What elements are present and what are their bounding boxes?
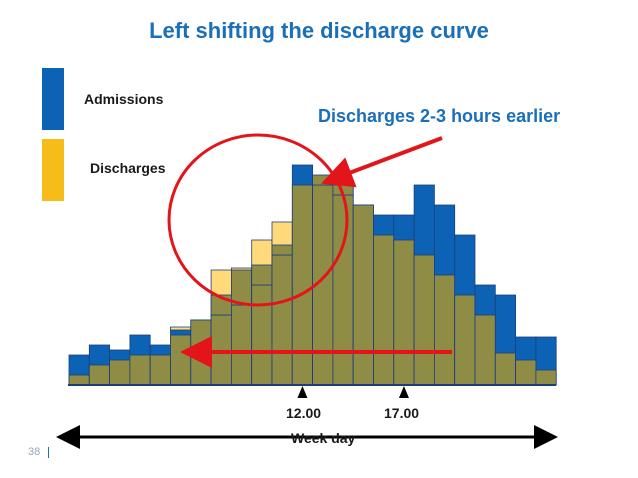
legend-swatch-discharges [42, 139, 64, 201]
overlap-bar [393, 239, 415, 386]
callout-arrow [321, 136, 443, 188]
overlap-bar [149, 354, 171, 386]
overlap-bar [291, 184, 313, 386]
discharge-bar [312, 174, 334, 186]
overlap-bar [535, 369, 557, 386]
overlap-bar [230, 304, 253, 386]
callout-text: Discharges 2-3 hours earlier [318, 106, 561, 126]
tick-marks [297, 386, 409, 398]
tick-marker [398, 386, 409, 398]
page-divider [48, 447, 49, 458]
legend-swatch-admissions [42, 68, 64, 130]
discharge-bar [251, 264, 273, 286]
legend-label-discharges: Discharges [90, 160, 166, 176]
overlap-bar [68, 374, 90, 386]
highlight-ellipse [167, 133, 349, 307]
overlap-bar [373, 234, 395, 386]
overlap-bar [88, 364, 111, 386]
tick-label-12: 12.00 [286, 405, 322, 421]
discharge-original-bar [170, 326, 192, 331]
overlap-bar [413, 254, 435, 386]
overlap-bar [170, 334, 192, 386]
chart-title: Left shifting the discharge curve [149, 18, 489, 43]
overlap-bar [251, 284, 273, 386]
x-axis-label: Week day [291, 430, 356, 446]
tick-marker [297, 386, 308, 398]
overlap-bar [271, 254, 293, 386]
overlap-bar [454, 294, 476, 386]
overlap-bar [129, 354, 151, 386]
overlap-bar [109, 359, 131, 386]
overlap-bar [474, 314, 496, 386]
overlap-bar [515, 359, 537, 386]
page-number: 38 [28, 446, 41, 458]
overlap-bar [332, 194, 354, 386]
overlap-bar [494, 352, 516, 386]
overlap-bar [433, 274, 456, 386]
bars-group [68, 164, 557, 386]
discharge-bar [271, 244, 293, 256]
discharge-bar [230, 269, 253, 306]
tick-label-17: 17.00 [384, 405, 420, 421]
legend-label-admissions: Admissions [84, 91, 164, 107]
overlap-bar [352, 204, 374, 386]
